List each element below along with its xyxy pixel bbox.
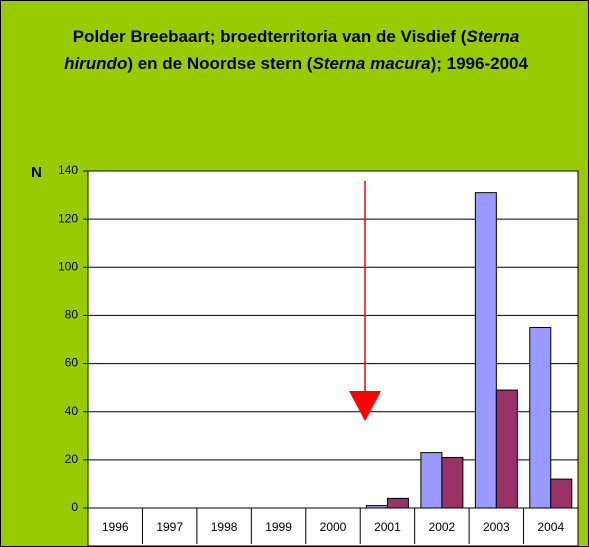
bar	[550, 478, 573, 509]
y-tick-label: 80	[65, 308, 79, 322]
bar	[474, 192, 497, 509]
arrow-head	[349, 391, 381, 421]
bar	[420, 452, 443, 509]
y-tick-label: 60	[65, 356, 79, 370]
x-tick-label: 2004	[537, 520, 564, 534]
bar	[495, 389, 518, 509]
y-tick-label: 100	[58, 259, 78, 273]
x-tick-label: 1996	[102, 520, 129, 534]
y-tick-label: 20	[65, 452, 79, 466]
x-tick-label: 1998	[211, 520, 238, 534]
y-tick-label: 40	[65, 404, 79, 418]
title-part: Polder Breebaart; broedterritoria van de…	[72, 27, 467, 46]
title-part: ); 1996-2004	[430, 54, 528, 73]
y-tick-label: 140	[58, 163, 78, 177]
bar	[386, 497, 409, 509]
y-tick-label: 0	[71, 500, 78, 514]
title-part: ) en de Noordse stern (	[127, 54, 313, 73]
y-axis-label: N	[31, 164, 42, 181]
bar	[529, 326, 552, 509]
y-tick-label: 120	[58, 211, 78, 225]
x-tick-label: 1997	[156, 520, 183, 534]
bar	[441, 456, 464, 509]
chart-title: Polder Breebaart; broedterritoria van de…	[41, 23, 551, 77]
x-tick-label: 2001	[374, 520, 401, 534]
x-tick-label: 2002	[429, 520, 456, 534]
title-part: Sterna macura	[312, 54, 431, 73]
x-tick-label: 2003	[483, 520, 510, 534]
x-tick-label: 1999	[265, 520, 292, 534]
title-part: Sterna hirundo	[64, 27, 520, 73]
x-tick-label: 2000	[320, 520, 347, 534]
